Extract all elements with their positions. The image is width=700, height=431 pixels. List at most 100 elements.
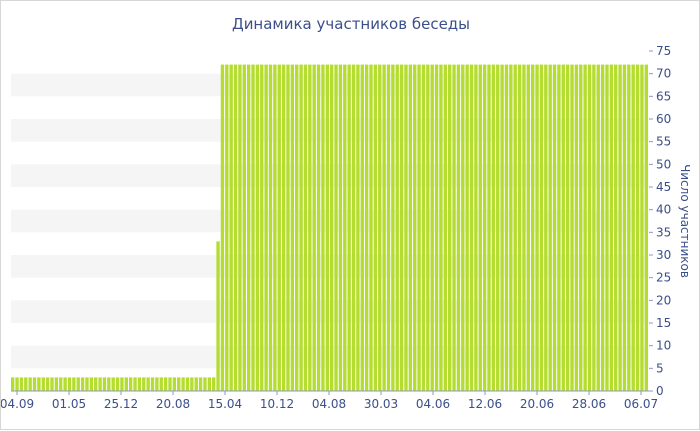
bar (522, 64, 526, 391)
bar (137, 377, 142, 391)
bar (124, 377, 128, 391)
bar (85, 377, 89, 391)
bar-series (11, 64, 648, 391)
y-tick-label: 60 (656, 112, 671, 126)
y-tick-label: 45 (656, 180, 671, 194)
bar (63, 377, 67, 391)
bar (631, 64, 635, 391)
bar (299, 64, 303, 391)
bar (565, 64, 570, 391)
bar (308, 64, 312, 391)
bar (290, 64, 295, 391)
x-tick-label: 01.05 (52, 397, 86, 411)
bar (11, 377, 15, 391)
bar (434, 64, 439, 391)
bar (229, 64, 233, 391)
bar (509, 64, 513, 391)
bar (469, 64, 474, 391)
bar (150, 377, 155, 391)
bar (142, 377, 146, 391)
bar (456, 64, 461, 391)
bar (334, 64, 338, 391)
x-axis: 04.09 01.05 25.12 20.08 15.04 10.12 04.08 30.03… (1, 390, 658, 411)
x-tick-label: 04.09 (1, 397, 34, 411)
y-tick-label: 55 (656, 135, 671, 149)
bar (587, 64, 592, 391)
bar (452, 64, 456, 391)
bar (574, 64, 579, 391)
bar (120, 377, 124, 391)
bar (373, 64, 378, 391)
bar (330, 64, 334, 391)
bar (98, 377, 102, 391)
y-tick-label: 10 (656, 339, 671, 353)
bar (596, 64, 600, 391)
bar (111, 377, 115, 391)
bar (474, 64, 478, 391)
bar (268, 64, 273, 391)
y-axis: 0 5 10 15 20 25 30 35 40 45 50 55 60 65 70 75 (649, 44, 671, 398)
bar (107, 377, 111, 391)
bar (115, 377, 120, 391)
bar (220, 64, 225, 391)
y-axis-label: Число участников (678, 164, 692, 278)
bar (80, 377, 85, 391)
bar (321, 64, 325, 391)
bar (443, 64, 447, 391)
bar (146, 377, 150, 391)
bar (622, 64, 627, 391)
x-tick-label: 20.08 (156, 397, 190, 411)
bar (281, 64, 286, 391)
bar (94, 377, 98, 391)
bar (605, 64, 609, 391)
bar (360, 64, 364, 391)
bar (600, 64, 605, 391)
bar (386, 64, 391, 391)
bar (526, 64, 531, 391)
y-tick-label: 15 (656, 316, 671, 330)
bar (128, 377, 133, 391)
bar (303, 64, 308, 391)
bar (351, 64, 356, 391)
bar (255, 64, 260, 391)
bar (203, 377, 207, 391)
bar (544, 64, 548, 391)
bar (426, 64, 430, 391)
bar (133, 377, 137, 391)
bar (382, 64, 386, 391)
bar (194, 377, 198, 391)
bar (286, 64, 290, 391)
bar (465, 64, 469, 391)
bar (461, 64, 465, 391)
bar (364, 64, 369, 391)
bar (198, 377, 203, 391)
bar (408, 64, 413, 391)
bar (216, 241, 220, 391)
bar (19, 377, 24, 391)
bar (627, 64, 631, 391)
bar (356, 64, 360, 391)
bar (395, 64, 399, 391)
bar (246, 64, 251, 391)
bar (41, 377, 45, 391)
bar (487, 64, 491, 391)
bar (45, 377, 50, 391)
bar (155, 377, 159, 391)
x-tick-label: 06.07 (624, 397, 658, 411)
bar (89, 377, 94, 391)
bar (316, 64, 321, 391)
bar (579, 64, 583, 391)
bar (24, 377, 28, 391)
bar (72, 377, 76, 391)
bar (32, 377, 37, 391)
bar (618, 64, 622, 391)
bar (15, 377, 19, 391)
bar (163, 377, 168, 391)
x-tick-label: 10.12 (260, 397, 294, 411)
bar (233, 64, 238, 391)
bar (504, 64, 509, 391)
bar (640, 64, 644, 391)
bar (168, 377, 172, 391)
bar (561, 64, 565, 391)
bar (447, 64, 452, 391)
